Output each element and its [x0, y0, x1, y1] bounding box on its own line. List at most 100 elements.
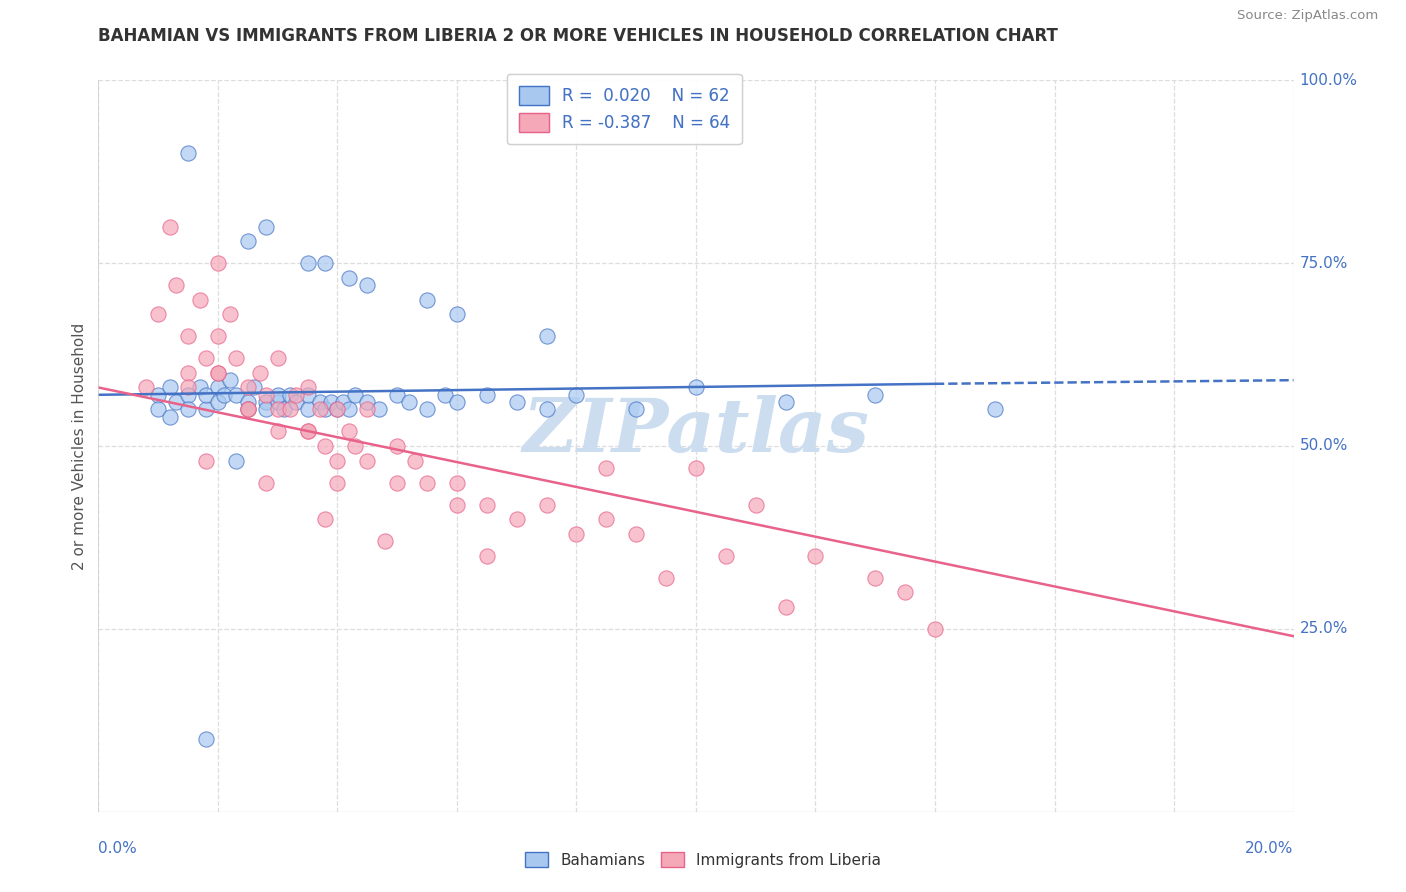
- Point: [446, 307, 468, 321]
- Point: [284, 395, 307, 409]
- Point: [278, 388, 301, 402]
- Point: [236, 380, 259, 394]
- Point: [714, 549, 737, 563]
- Point: [446, 395, 468, 409]
- Text: 50.0%: 50.0%: [1299, 439, 1348, 453]
- Point: [236, 402, 259, 417]
- Point: [308, 395, 330, 409]
- Point: [219, 307, 242, 321]
- Point: [339, 270, 361, 285]
- Point: [308, 402, 330, 417]
- Point: [267, 402, 290, 417]
- Point: [297, 425, 319, 439]
- Y-axis label: 2 or more Vehicles in Household: 2 or more Vehicles in Household: [72, 322, 87, 570]
- Point: [475, 388, 498, 402]
- Point: [188, 380, 211, 394]
- Point: [775, 395, 797, 409]
- Text: 75.0%: 75.0%: [1299, 256, 1348, 270]
- Point: [254, 475, 277, 490]
- Point: [416, 402, 439, 417]
- Point: [416, 293, 439, 307]
- Point: [745, 498, 768, 512]
- Point: [177, 329, 200, 343]
- Point: [267, 388, 290, 402]
- Point: [207, 329, 229, 343]
- Point: [865, 571, 887, 585]
- Point: [775, 599, 797, 614]
- Text: Source: ZipAtlas.com: Source: ZipAtlas.com: [1237, 9, 1378, 22]
- Point: [339, 402, 361, 417]
- Point: [326, 402, 349, 417]
- Point: [207, 366, 229, 380]
- Point: [536, 402, 558, 417]
- Point: [225, 388, 247, 402]
- Point: [249, 366, 271, 380]
- Point: [177, 146, 200, 161]
- Point: [148, 388, 170, 402]
- Point: [446, 498, 468, 512]
- Point: [267, 395, 290, 409]
- Point: [356, 395, 378, 409]
- Legend: Bahamians, Immigrants from Liberia: Bahamians, Immigrants from Liberia: [517, 844, 889, 875]
- Point: [159, 409, 181, 424]
- Point: [894, 585, 917, 599]
- Point: [177, 388, 200, 402]
- Point: [434, 388, 457, 402]
- Point: [326, 475, 349, 490]
- Point: [595, 512, 617, 526]
- Point: [165, 395, 187, 409]
- Point: [404, 453, 426, 467]
- Point: [356, 278, 378, 293]
- Point: [254, 219, 277, 234]
- Point: [506, 512, 529, 526]
- Point: [804, 549, 827, 563]
- Text: ZIPatlas: ZIPatlas: [523, 395, 869, 467]
- Point: [332, 395, 354, 409]
- Point: [297, 388, 319, 402]
- Point: [315, 512, 337, 526]
- Point: [321, 395, 343, 409]
- Point: [506, 395, 529, 409]
- Text: 20.0%: 20.0%: [1246, 841, 1294, 856]
- Point: [278, 402, 301, 417]
- Point: [236, 234, 259, 248]
- Point: [273, 402, 295, 417]
- Point: [207, 256, 229, 270]
- Point: [188, 293, 211, 307]
- Point: [385, 439, 409, 453]
- Point: [177, 366, 200, 380]
- Point: [374, 534, 396, 549]
- Point: [207, 395, 229, 409]
- Point: [219, 373, 242, 387]
- Point: [326, 453, 349, 467]
- Point: [236, 395, 259, 409]
- Point: [655, 571, 678, 585]
- Point: [267, 425, 290, 439]
- Point: [212, 388, 235, 402]
- Point: [416, 475, 439, 490]
- Point: [536, 329, 558, 343]
- Point: [446, 475, 468, 490]
- Legend: R =  0.020    N = 62, R = -0.387    N = 64: R = 0.020 N = 62, R = -0.387 N = 64: [508, 74, 741, 145]
- Point: [536, 498, 558, 512]
- Point: [356, 453, 378, 467]
- Point: [565, 388, 588, 402]
- Point: [297, 380, 319, 394]
- Point: [626, 526, 648, 541]
- Point: [165, 278, 187, 293]
- Point: [254, 402, 277, 417]
- Point: [254, 395, 277, 409]
- Point: [195, 388, 218, 402]
- Point: [195, 453, 218, 467]
- Point: [195, 351, 218, 366]
- Point: [177, 380, 200, 394]
- Point: [297, 256, 319, 270]
- Point: [225, 351, 247, 366]
- Point: [195, 402, 218, 417]
- Point: [284, 388, 307, 402]
- Point: [195, 731, 218, 746]
- Point: [207, 380, 229, 394]
- Point: [159, 380, 181, 394]
- Text: BAHAMIAN VS IMMIGRANTS FROM LIBERIA 2 OR MORE VEHICLES IN HOUSEHOLD CORRELATION : BAHAMIAN VS IMMIGRANTS FROM LIBERIA 2 OR…: [98, 27, 1059, 45]
- Point: [159, 219, 181, 234]
